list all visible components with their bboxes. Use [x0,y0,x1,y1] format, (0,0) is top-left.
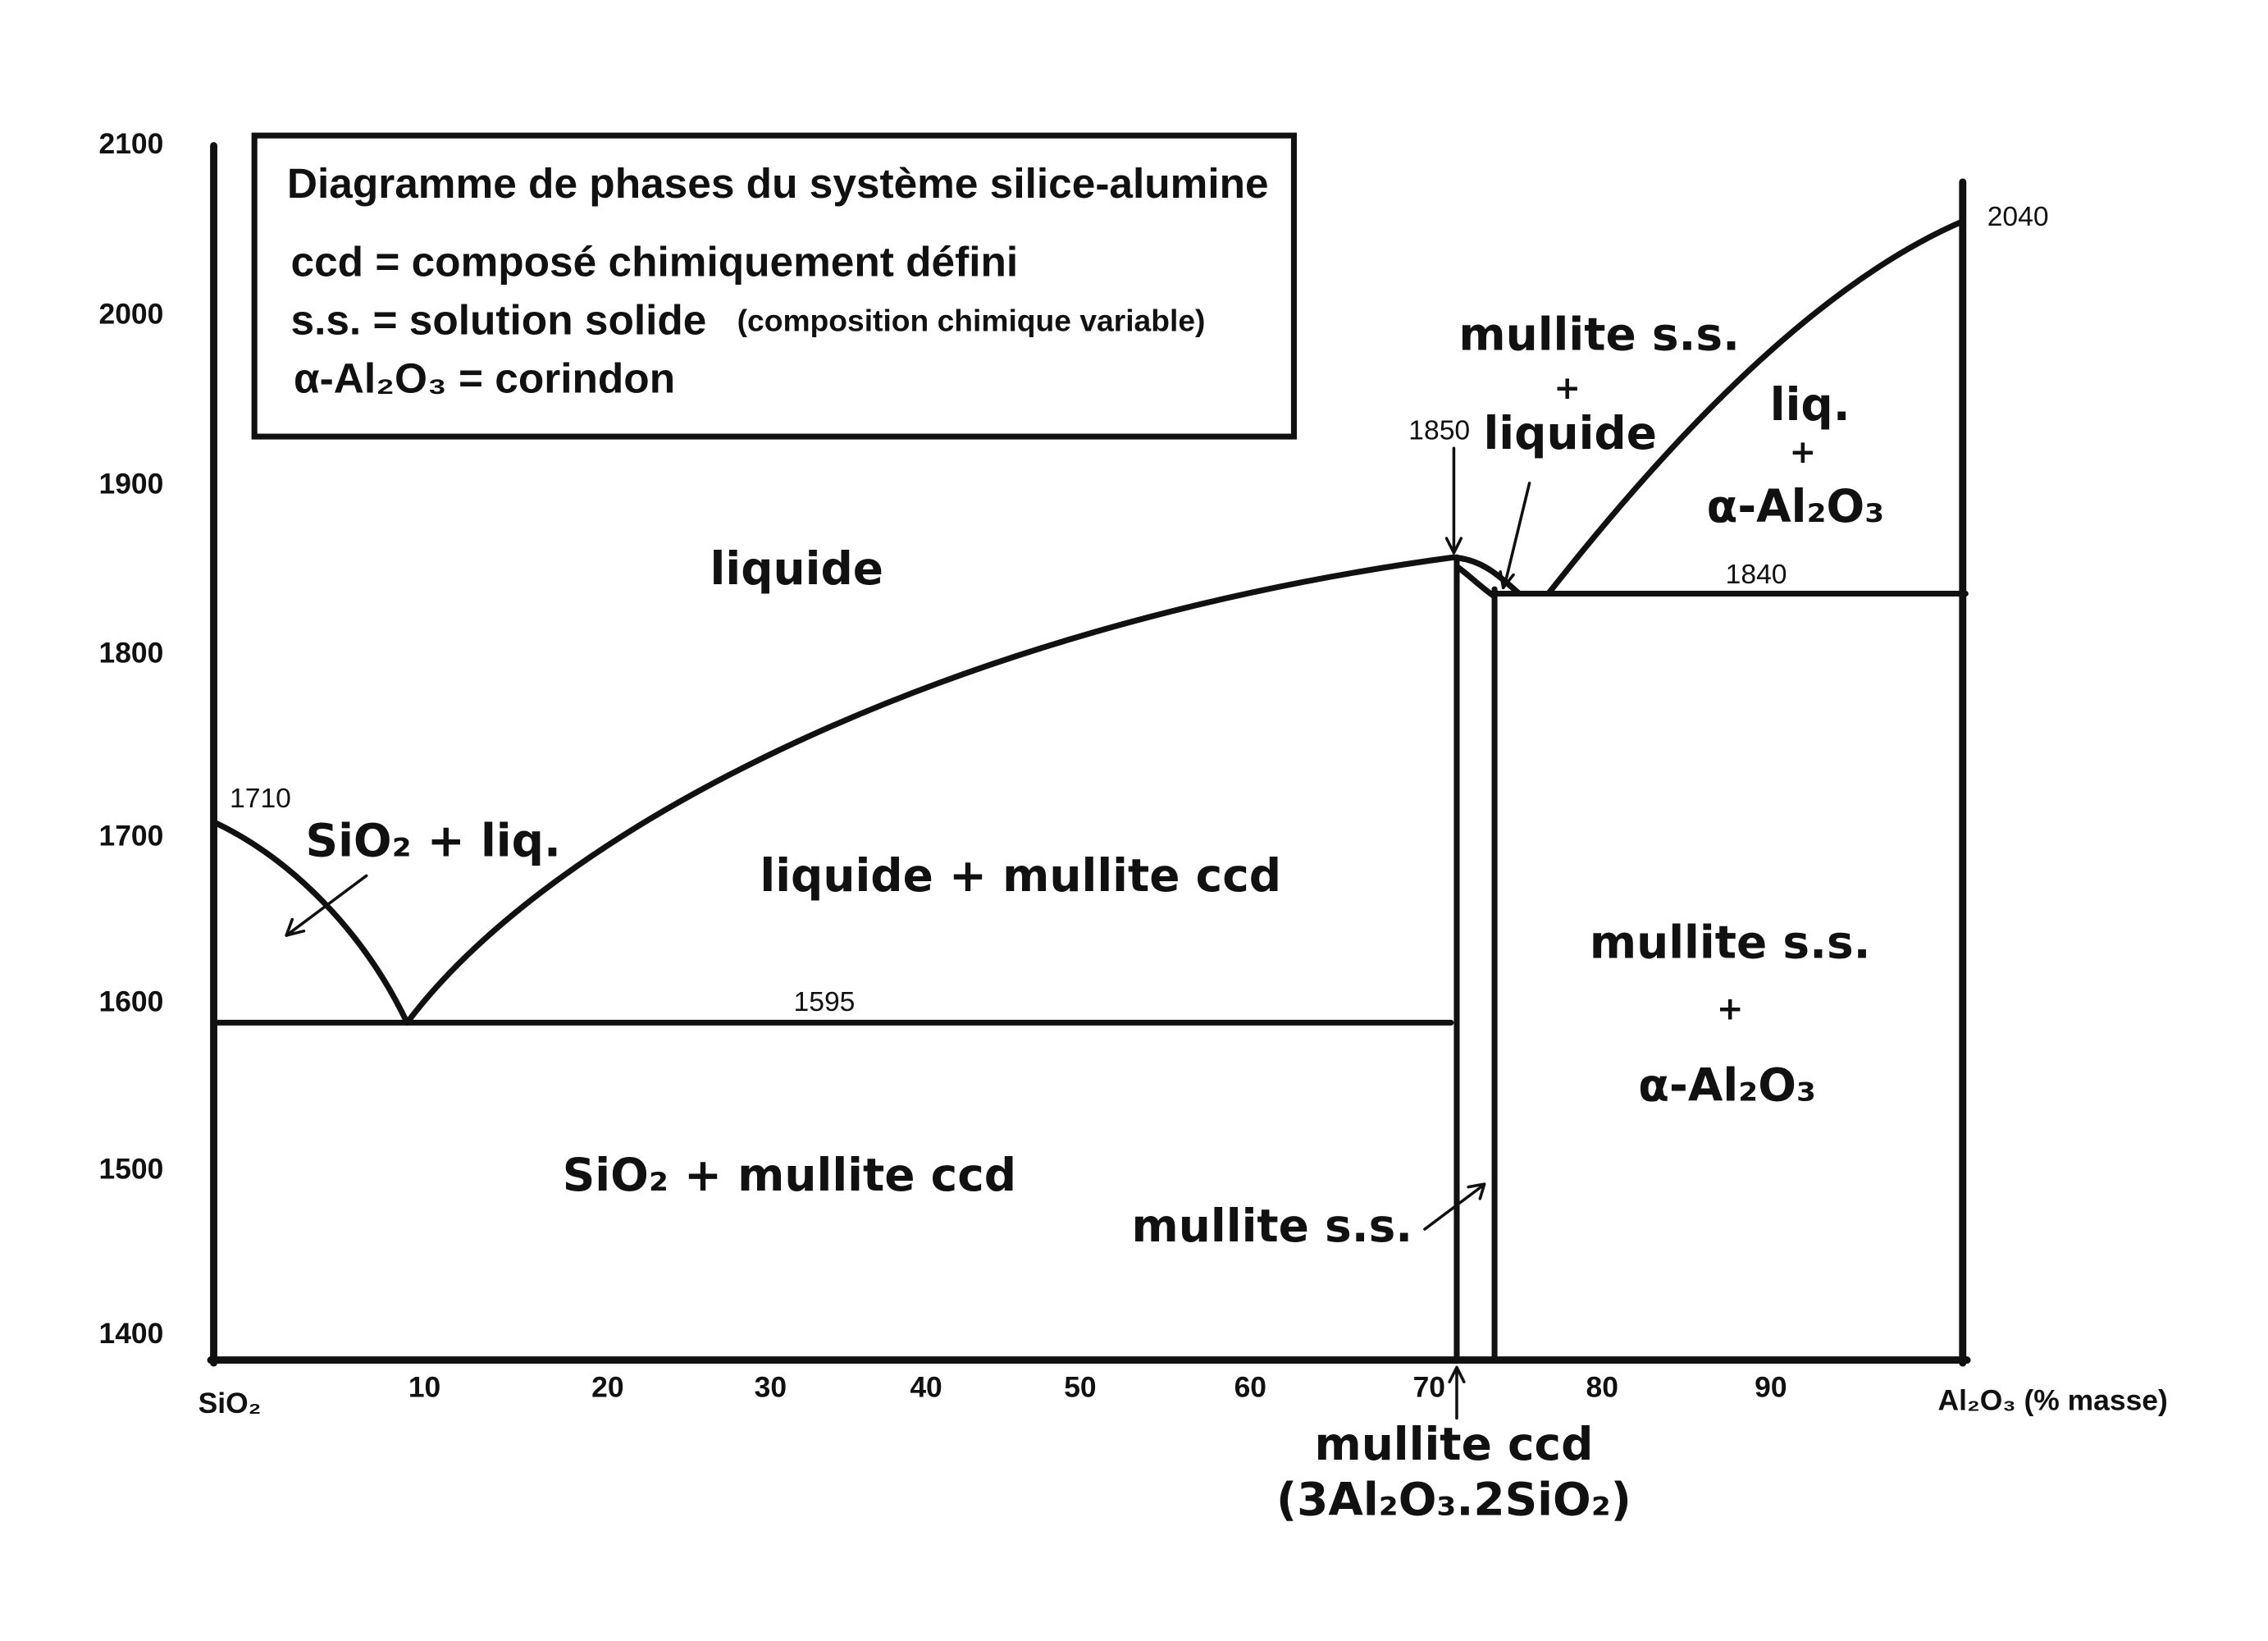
point-label: 1595 [794,987,856,1017]
region-label: mullite s.s. [1590,916,1871,969]
region-label: mullite s.s. [1458,309,1740,361]
x-ticks: SiO₂ 10 20 30 40 50 60 70 80 90 Al₂O₃ (%… [199,1370,2168,1419]
point-label: 1850 [1408,416,1470,446]
x-tick-label: 60 [1234,1370,1266,1403]
point-label: 2040 [1987,202,2049,232]
y-tick-label: 1500 [99,1153,164,1186]
y-tick-label: 1800 [99,636,164,669]
y-tick-label: 1900 [99,468,164,501]
x-tick-label: 90 [1755,1370,1787,1403]
region-label: liquide [1483,407,1657,459]
x-axis-start: SiO₂ [199,1387,262,1419]
region-label: SiO₂ + mullite ccd [563,1149,1016,1201]
region-label: liquide [710,542,884,595]
compound-name: mullite ccd [1314,1418,1593,1470]
y-tick-label: 1400 [99,1317,164,1350]
point-label: 1710 [230,784,291,814]
region-label: mullite s.s. [1132,1200,1413,1252]
x-axis-end: Al₂O₃ (% masse) [1938,1383,2168,1416]
axes [207,142,1971,1367]
x-tick-label: 50 [1064,1370,1096,1403]
y-tick-label: 1700 [99,820,164,852]
legend-title: Diagramme de phases du système silice-al… [287,159,1269,207]
region-label: α-Al₂O₃ [1638,1058,1816,1111]
x-tick-label: 30 [755,1370,787,1403]
arrows [285,446,1531,1420]
legend-line: s.s. = solution solide [290,295,706,343]
x-tick-label: 70 [1413,1370,1445,1403]
legend-line: ccd = composé chimiquement défini [290,238,1018,286]
region-label: + [1554,370,1581,407]
region-label: SiO₂ + liq. [306,814,561,866]
y-tick-label: 2100 [99,127,164,160]
x-tick-label: 10 [408,1370,440,1403]
region-label: + [1717,991,1744,1028]
y-tick-label: 1600 [99,985,164,1018]
x-tick-label: 80 [1586,1370,1618,1403]
region-label: α-Al₂O₃ [1707,480,1885,533]
legend-line: α-Al₂O₃ = corindon [294,354,675,401]
region-label: + [1789,434,1816,471]
legend-note: (composition chimique variable) [737,304,1206,338]
point-label: 1840 [1726,560,1787,590]
y-ticks: 2100 2000 1900 1800 1700 1600 1500 1400 [99,127,164,1350]
region-label: liquide + mullite ccd [760,849,1281,902]
phase-boundaries [211,218,1969,1364]
compound-formula: (3Al₂O₃.2SiO₂) [1276,1473,1631,1525]
region-label: liq. [1770,378,1850,431]
legend-box [251,132,1298,440]
x-tick-label: 20 [591,1370,623,1403]
x-tick-label: 40 [910,1370,942,1403]
y-tick-label: 2000 [99,297,164,330]
